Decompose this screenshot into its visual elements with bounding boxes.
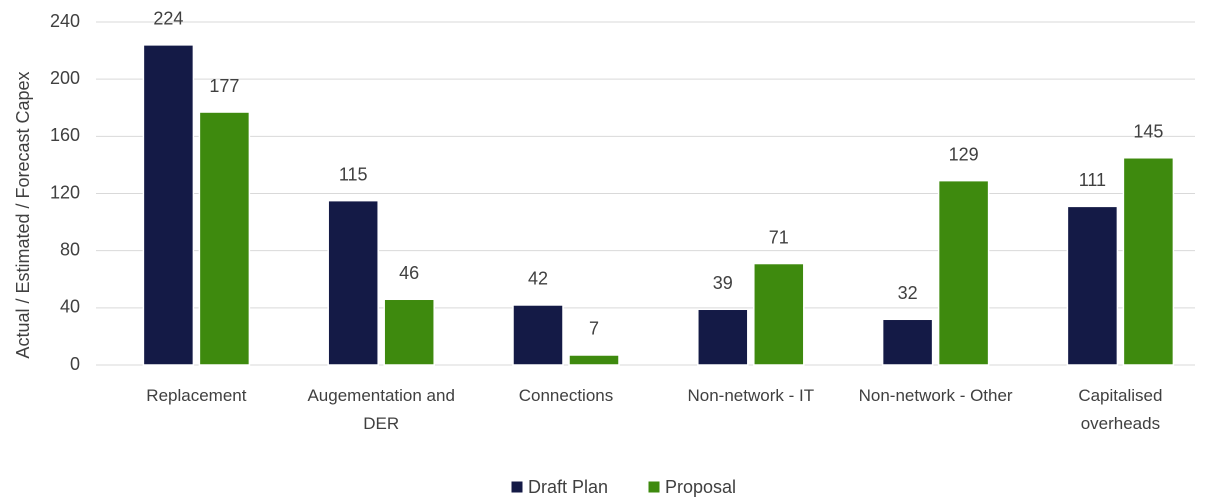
y-tick-label: 240 bbox=[50, 11, 80, 31]
y-tick-label: 80 bbox=[60, 239, 80, 259]
legend-swatch bbox=[510, 480, 524, 494]
x-tick-label: Augementation and DER bbox=[307, 386, 455, 433]
x-tick-label: Replacement bbox=[146, 386, 247, 405]
y-tick-label: 0 bbox=[70, 354, 80, 374]
legend-label: Proposal bbox=[665, 477, 736, 497]
data-label: 111 bbox=[1079, 170, 1106, 190]
bar bbox=[881, 318, 934, 366]
legend-label: Draft Plan bbox=[528, 477, 608, 497]
data-label: 71 bbox=[769, 227, 789, 247]
data-label: 7 bbox=[589, 319, 599, 339]
bar bbox=[142, 44, 195, 366]
y-axis-label: Actual / Estimated / Forecast Capex bbox=[13, 71, 33, 358]
y-tick-label: 200 bbox=[50, 68, 80, 88]
bar bbox=[327, 199, 379, 366]
bar bbox=[383, 298, 435, 366]
bar bbox=[697, 308, 749, 366]
y-tick-label: 160 bbox=[50, 125, 80, 145]
data-label: 42 bbox=[528, 269, 548, 289]
x-tick-label: Non-network - IT bbox=[687, 386, 815, 405]
data-label: 32 bbox=[898, 283, 918, 303]
data-label: 39 bbox=[713, 273, 733, 293]
y-tick-label: 120 bbox=[50, 182, 80, 202]
bar bbox=[568, 354, 620, 366]
legend-swatch bbox=[647, 480, 661, 494]
data-label: 145 bbox=[1133, 122, 1163, 142]
bar bbox=[937, 179, 990, 366]
bar bbox=[1066, 205, 1119, 366]
y-tick-label: 40 bbox=[60, 297, 80, 317]
x-tick-label: Capitalised overheads bbox=[1078, 386, 1163, 433]
bar bbox=[1122, 157, 1175, 366]
bar bbox=[198, 111, 251, 366]
data-label: 46 bbox=[399, 263, 419, 283]
data-label: 224 bbox=[153, 9, 183, 29]
bar bbox=[512, 304, 564, 366]
x-tick-label: Connections bbox=[518, 386, 614, 405]
bar bbox=[753, 262, 805, 366]
data-label: 129 bbox=[949, 144, 979, 164]
x-tick-label: Non-network - Other bbox=[858, 386, 1013, 405]
data-label: 177 bbox=[209, 76, 239, 96]
data-label: 115 bbox=[339, 164, 368, 184]
